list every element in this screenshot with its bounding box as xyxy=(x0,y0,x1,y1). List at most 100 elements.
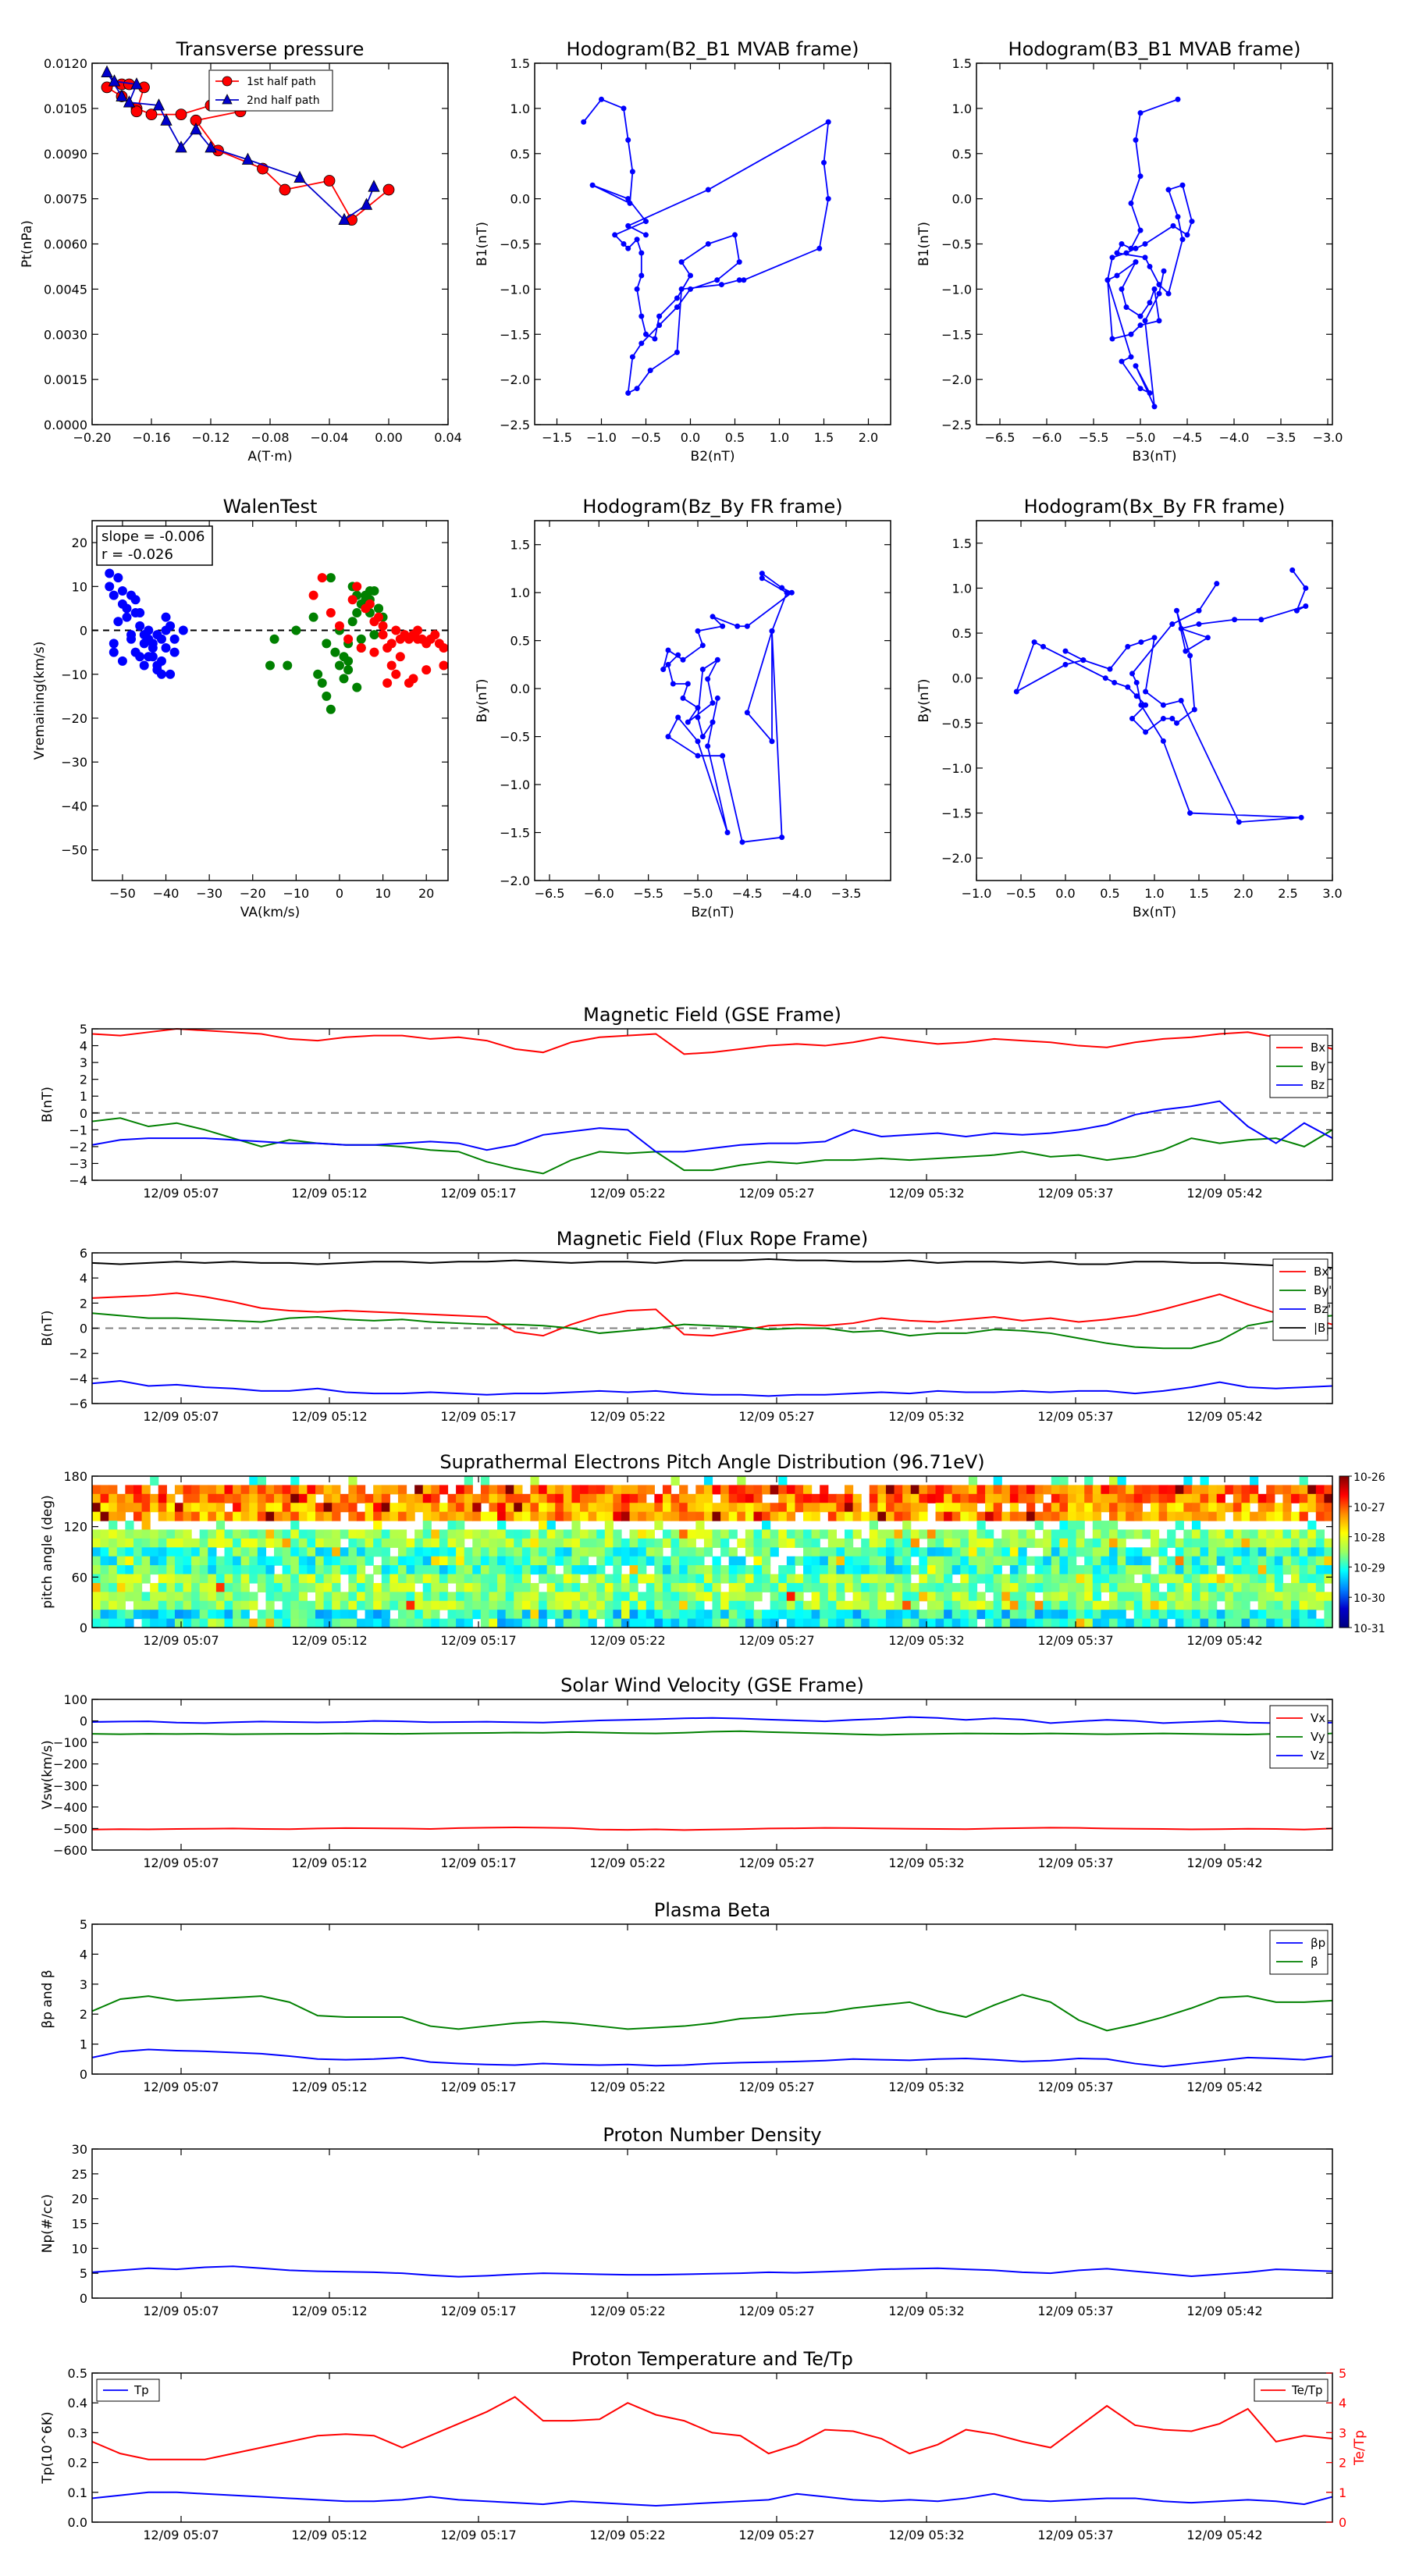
heat-cell xyxy=(539,1529,548,1539)
heat-cell xyxy=(489,1503,498,1513)
time-tick-label: 12/09 05:17 xyxy=(440,2080,516,2094)
heat-cell xyxy=(638,1556,647,1566)
heat-cell xyxy=(1059,1503,1069,1513)
heat-cell xyxy=(133,1529,143,1539)
heat-cell xyxy=(919,1574,928,1584)
heat-cell xyxy=(588,1592,597,1602)
heat-cell xyxy=(1299,1503,1308,1513)
heat-cell xyxy=(1183,1493,1193,1503)
heat-cell xyxy=(307,1485,316,1495)
heat-cell xyxy=(1299,1485,1308,1495)
heat-cell xyxy=(1076,1600,1085,1610)
heat-cell xyxy=(323,1600,333,1610)
y-tick-label: 0 xyxy=(80,624,87,639)
heat-cell xyxy=(1076,1618,1085,1628)
heat-cell xyxy=(976,1565,986,1575)
heat-cell xyxy=(877,1582,887,1592)
heat-cell xyxy=(770,1511,779,1521)
heat-cell xyxy=(1274,1565,1284,1575)
heat-cell xyxy=(1266,1556,1275,1566)
heat-cell xyxy=(1232,1529,1243,1539)
heat-cell xyxy=(960,1556,969,1566)
heat-cell xyxy=(629,1493,638,1503)
data-point xyxy=(660,667,667,673)
heat-cell xyxy=(166,1547,176,1557)
heat-cell xyxy=(745,1529,755,1539)
heat-cell xyxy=(712,1600,721,1610)
heat-cell xyxy=(580,1600,589,1610)
x-tick-label: −0.16 xyxy=(132,430,170,445)
data-point xyxy=(325,704,336,714)
heat-cell xyxy=(778,1538,788,1548)
heat-cell xyxy=(521,1582,532,1592)
data-point xyxy=(135,652,145,662)
heat-cell xyxy=(1076,1565,1085,1575)
heat-cell xyxy=(1108,1565,1119,1575)
heat-cell xyxy=(1315,1547,1325,1557)
heat-cell xyxy=(174,1565,184,1575)
data-point xyxy=(152,630,162,640)
heat-cell xyxy=(985,1582,994,1592)
heat-cell xyxy=(265,1618,275,1628)
heat-cell xyxy=(174,1547,184,1557)
heat-cell xyxy=(257,1618,267,1628)
heat-cell xyxy=(290,1600,300,1610)
heat-cell xyxy=(546,1556,556,1566)
heat-cell xyxy=(1133,1600,1143,1610)
heat-cell xyxy=(1068,1538,1077,1548)
heat-cell xyxy=(199,1529,208,1539)
heat-cell xyxy=(1299,1600,1308,1610)
heat-cell xyxy=(894,1592,903,1602)
heat-cell xyxy=(240,1538,250,1548)
heat-cell xyxy=(885,1600,895,1610)
time-tick-label: 12/09 05:42 xyxy=(1186,2304,1262,2318)
heat-cell xyxy=(125,1565,134,1575)
data-point xyxy=(161,643,171,653)
heat-cell xyxy=(381,1618,390,1628)
data-point xyxy=(391,625,401,635)
heat-cell xyxy=(968,1538,978,1548)
heat-cell xyxy=(1250,1582,1259,1592)
heat-cell xyxy=(885,1582,895,1592)
heat-cell xyxy=(133,1574,143,1584)
heat-cell xyxy=(852,1574,862,1584)
heat-cell xyxy=(836,1538,845,1548)
heat-cell xyxy=(613,1538,622,1548)
heat-cell xyxy=(1068,1485,1077,1495)
heat-cell xyxy=(654,1503,663,1513)
heat-cell xyxy=(1108,1529,1119,1539)
heat-cell xyxy=(1225,1574,1234,1584)
heat-cell xyxy=(786,1493,796,1503)
heat-cell xyxy=(332,1511,341,1521)
data-point xyxy=(105,582,115,592)
heat-cell xyxy=(670,1582,680,1592)
heat-cell xyxy=(1324,1485,1333,1495)
heat-cell xyxy=(1101,1600,1110,1610)
heat-cell xyxy=(414,1556,424,1566)
heat-cell xyxy=(1133,1485,1143,1495)
heat-cell xyxy=(422,1529,432,1539)
heat-cell xyxy=(836,1511,845,1521)
heat-cell xyxy=(464,1485,473,1495)
heat-cell xyxy=(613,1556,622,1566)
heat-cell xyxy=(530,1547,539,1557)
data-point xyxy=(643,331,649,337)
heat-cell xyxy=(290,1476,300,1486)
x-tick-label: −20 xyxy=(240,886,266,901)
data-point xyxy=(156,669,166,679)
data-point xyxy=(241,152,254,165)
heat-cell xyxy=(505,1493,514,1503)
heat-cell xyxy=(679,1493,688,1503)
y-tick-label: 0.0045 xyxy=(44,282,87,297)
heat-cell xyxy=(604,1493,614,1503)
time-tick-label: 12/09 05:32 xyxy=(888,1633,964,1648)
heat-cell xyxy=(1307,1600,1317,1610)
y-tick-label: 0.0 xyxy=(510,681,530,696)
heat-cell xyxy=(944,1565,953,1575)
heat-cell xyxy=(1299,1574,1308,1584)
heat-cell xyxy=(1291,1529,1300,1539)
heat-cell xyxy=(472,1493,482,1503)
heat-cell xyxy=(894,1582,903,1592)
data-point xyxy=(1123,250,1129,256)
heat-cell xyxy=(1299,1592,1308,1602)
